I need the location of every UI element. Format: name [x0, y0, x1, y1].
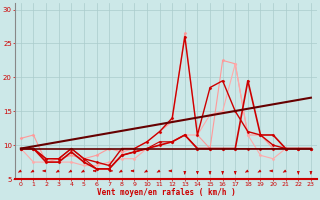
X-axis label: Vent moyen/en rafales ( km/h ): Vent moyen/en rafales ( km/h ): [97, 188, 235, 197]
